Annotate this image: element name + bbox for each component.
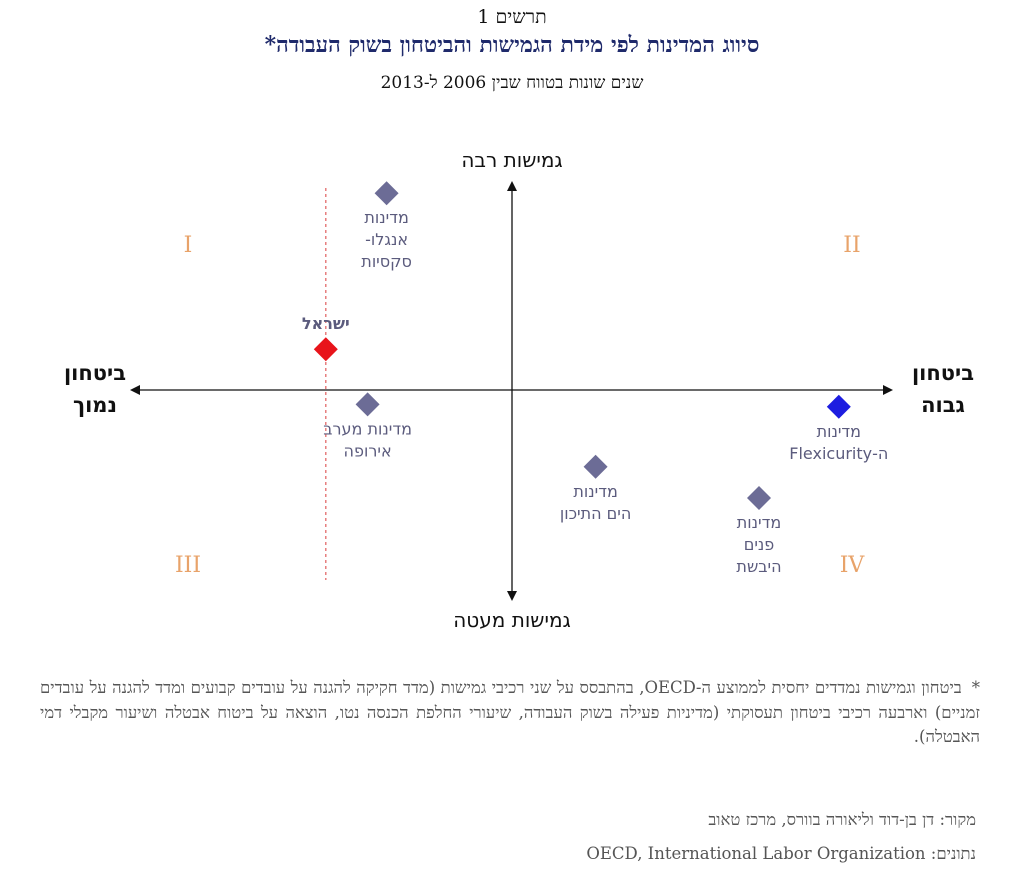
footnote-text: ביטחון וגמישות נמדדים יחסית לממוצע ה-OEC…	[40, 678, 980, 746]
quadrant-label-II: II	[843, 233, 860, 258]
axis-label-right-line2: גבוה	[921, 393, 965, 417]
quadrant-label-I: I	[184, 233, 193, 258]
axis-label-left-line1: ביטחון	[64, 361, 126, 385]
point-marker-mediterranean	[583, 454, 608, 479]
point-marker-flexicurity	[826, 394, 851, 419]
quadrant-label-IV: IV	[840, 553, 866, 578]
point-marker-anglo	[374, 181, 399, 206]
point-label-west_europe: אירופה	[344, 441, 392, 460]
point-label-flexicurity: מדינות	[817, 422, 861, 441]
axis-label-top: גמישות רבה	[461, 148, 562, 172]
point-label-landlocked: מדינות	[737, 513, 781, 532]
axis-label-bottom: גמישות מעטה	[453, 608, 571, 632]
point-marker-west_europe	[355, 392, 380, 417]
point-marker-landlocked	[747, 486, 771, 510]
data-points: מדינות אנגלו- סקסיות ישראל מדינות מערב אירופה…	[302, 181, 888, 576]
data-source-line: נתונים: OECD, International Labor Organi…	[586, 844, 976, 863]
source-line: מקור: דן בן-דוד וליאורה בוורס, מרכז טאוב	[708, 810, 976, 829]
point-label-flexicurity: ה-Flexicurity	[789, 444, 888, 463]
footnote: * ביטחון וגמישות נמדדים יחסית לממוצע ה-O…	[40, 676, 980, 750]
point-label-west_europe: מדינות מערב	[323, 419, 412, 438]
point-label-mediterranean: מדינות	[573, 482, 617, 501]
quadrant-label-III: III	[175, 553, 201, 578]
chart-title: סיווג המדינות לפי מידת הגמישות והביטחון …	[264, 32, 760, 58]
point-label-israel: ישראל	[302, 314, 350, 333]
point-label-anglo: אנגלו-	[365, 230, 408, 249]
point-label-landlocked: פנים	[744, 535, 775, 554]
axis-label-right-line1: ביטחון	[912, 361, 974, 385]
point-label-anglo: מדינות	[364, 208, 408, 227]
figure-number: תרשים 1	[477, 6, 547, 28]
chart-subtitle: שנים שונות בטווח שבין 2006 ל-2013	[380, 73, 644, 93]
footnote-star: *	[971, 678, 980, 697]
point-label-mediterranean: הים התיכון	[560, 504, 631, 523]
point-marker-israel	[313, 337, 338, 362]
point-label-anglo: סקסיות	[361, 252, 412, 271]
axis-label-left-line2: נמוך	[73, 393, 117, 417]
point-label-landlocked: היבשת	[736, 557, 781, 576]
scatter-chart: גמישות רבה גמישות מעטה ביטחון נמוך ביטחו…	[64, 148, 974, 632]
